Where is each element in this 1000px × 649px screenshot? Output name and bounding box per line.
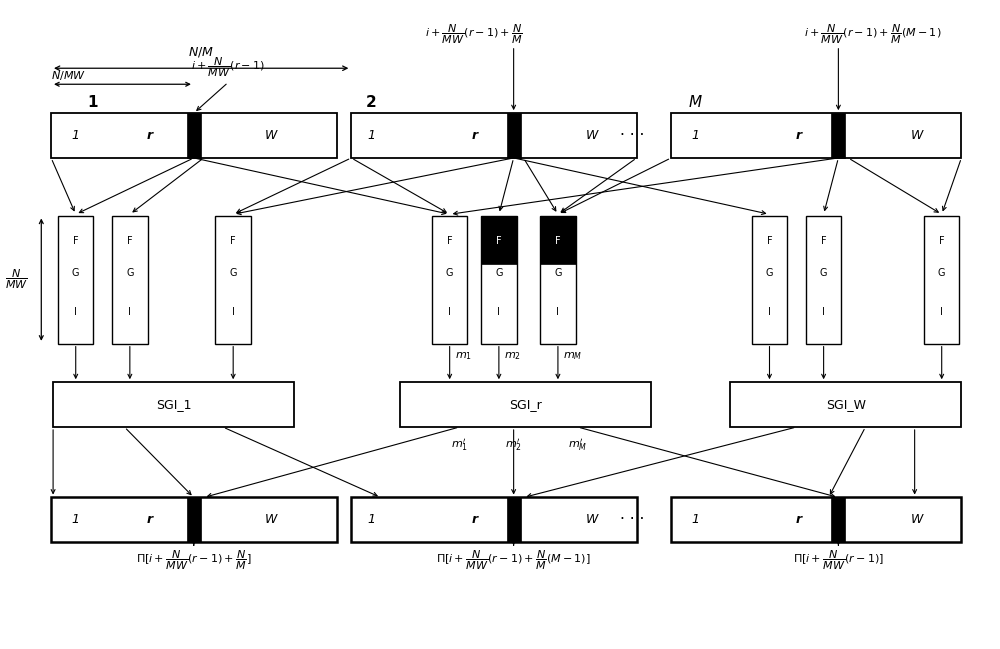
Text: W: W <box>911 129 923 142</box>
Text: $\Pi[i+\dfrac{N}{MW}(r-1)+\dfrac{N}{M}(M-1)]$: $\Pi[i+\dfrac{N}{MW}(r-1)+\dfrac{N}{M}(M… <box>436 549 591 572</box>
FancyBboxPatch shape <box>924 215 959 344</box>
Text: $i+\dfrac{N}{MW}(r-1)+\dfrac{N}{M}$: $i+\dfrac{N}{MW}(r-1)+\dfrac{N}{M}$ <box>425 22 523 46</box>
Text: F: F <box>73 236 79 246</box>
Text: $m_2$: $m_2$ <box>504 350 521 362</box>
FancyBboxPatch shape <box>540 215 576 344</box>
FancyBboxPatch shape <box>481 215 517 264</box>
Text: r: r <box>796 129 802 142</box>
Text: W: W <box>264 129 277 142</box>
Text: 2: 2 <box>366 95 376 110</box>
FancyBboxPatch shape <box>58 215 93 344</box>
FancyBboxPatch shape <box>730 382 961 427</box>
Text: I: I <box>232 307 235 317</box>
Text: $\Pi[i+\dfrac{N}{MW}(r-1)+\dfrac{N}{M}]$: $\Pi[i+\dfrac{N}{MW}(r-1)+\dfrac{N}{M}]$ <box>136 549 252 572</box>
Text: r: r <box>471 129 477 142</box>
FancyBboxPatch shape <box>51 113 337 158</box>
Text: I: I <box>822 307 825 317</box>
Text: 1: 1 <box>367 513 375 526</box>
Text: $\dfrac{N}{MW}$: $\dfrac{N}{MW}$ <box>5 268 28 291</box>
Text: I: I <box>556 307 559 317</box>
Text: r: r <box>146 129 153 142</box>
Text: G: G <box>766 268 773 278</box>
Text: F: F <box>496 236 502 246</box>
Text: I: I <box>74 307 77 317</box>
Text: · · ·: · · · <box>620 513 644 528</box>
Text: 1: 1 <box>72 129 80 142</box>
Text: $i+\dfrac{N}{MW}(r-1)$: $i+\dfrac{N}{MW}(r-1)$ <box>191 56 265 79</box>
Text: $N/M$: $N/M$ <box>188 45 214 58</box>
Text: F: F <box>230 236 236 246</box>
Text: $m_1$: $m_1$ <box>455 350 472 362</box>
Text: G: G <box>820 268 827 278</box>
FancyBboxPatch shape <box>351 113 637 158</box>
Text: F: F <box>821 236 826 246</box>
Text: $\Pi[i+\dfrac{N}{MW}(r-1)]$: $\Pi[i+\dfrac{N}{MW}(r-1)]$ <box>793 549 884 572</box>
FancyBboxPatch shape <box>831 113 845 158</box>
Text: G: G <box>495 268 503 278</box>
Text: $N/MW$: $N/MW$ <box>51 69 86 82</box>
Text: SGI_1: SGI_1 <box>156 398 191 411</box>
FancyBboxPatch shape <box>400 382 651 427</box>
Text: G: G <box>938 268 945 278</box>
FancyBboxPatch shape <box>187 113 201 158</box>
FancyBboxPatch shape <box>806 215 841 344</box>
FancyBboxPatch shape <box>752 215 787 344</box>
FancyBboxPatch shape <box>671 498 961 543</box>
Text: $M$: $M$ <box>688 94 703 110</box>
Text: G: G <box>229 268 237 278</box>
Text: I: I <box>448 307 451 317</box>
FancyBboxPatch shape <box>215 215 251 344</box>
FancyBboxPatch shape <box>540 215 576 264</box>
Text: SGI_W: SGI_W <box>826 398 866 411</box>
FancyBboxPatch shape <box>51 498 337 543</box>
Text: $m_M'$: $m_M'$ <box>568 437 587 452</box>
FancyBboxPatch shape <box>53 382 294 427</box>
Text: 1: 1 <box>692 129 700 142</box>
Text: 1: 1 <box>367 129 375 142</box>
FancyBboxPatch shape <box>671 113 961 158</box>
Text: W: W <box>264 513 277 526</box>
Text: $m_2'$: $m_2'$ <box>505 437 522 452</box>
Text: 1: 1 <box>72 513 80 526</box>
Text: F: F <box>555 236 561 246</box>
Text: 1: 1 <box>87 95 98 110</box>
FancyBboxPatch shape <box>351 498 637 543</box>
FancyBboxPatch shape <box>432 215 467 344</box>
FancyBboxPatch shape <box>507 113 521 158</box>
Text: r: r <box>146 513 153 526</box>
FancyBboxPatch shape <box>481 215 517 344</box>
Text: I: I <box>497 307 500 317</box>
Text: W: W <box>586 513 599 526</box>
Text: W: W <box>911 513 923 526</box>
Text: 1: 1 <box>692 513 700 526</box>
Text: G: G <box>446 268 453 278</box>
FancyBboxPatch shape <box>112 215 148 344</box>
Text: F: F <box>767 236 772 246</box>
Text: I: I <box>128 307 131 317</box>
FancyBboxPatch shape <box>831 498 845 543</box>
Text: G: G <box>126 268 134 278</box>
Text: · · ·: · · · <box>620 128 644 143</box>
Text: I: I <box>940 307 943 317</box>
Text: I: I <box>768 307 771 317</box>
Text: SGI_r: SGI_r <box>510 398 542 411</box>
Text: F: F <box>447 236 452 246</box>
Text: G: G <box>554 268 562 278</box>
Text: r: r <box>471 513 477 526</box>
Text: r: r <box>796 513 802 526</box>
Text: $m_1'$: $m_1'$ <box>451 437 468 452</box>
Text: F: F <box>939 236 945 246</box>
FancyBboxPatch shape <box>187 498 201 543</box>
FancyBboxPatch shape <box>507 498 521 543</box>
Text: $i+\dfrac{N}{MW}(r-1)+\dfrac{N}{M}(M-1)$: $i+\dfrac{N}{MW}(r-1)+\dfrac{N}{M}(M-1)$ <box>804 22 942 46</box>
Text: $m_M$: $m_M$ <box>563 350 582 362</box>
Text: W: W <box>586 129 599 142</box>
Text: G: G <box>72 268 79 278</box>
Text: F: F <box>127 236 133 246</box>
